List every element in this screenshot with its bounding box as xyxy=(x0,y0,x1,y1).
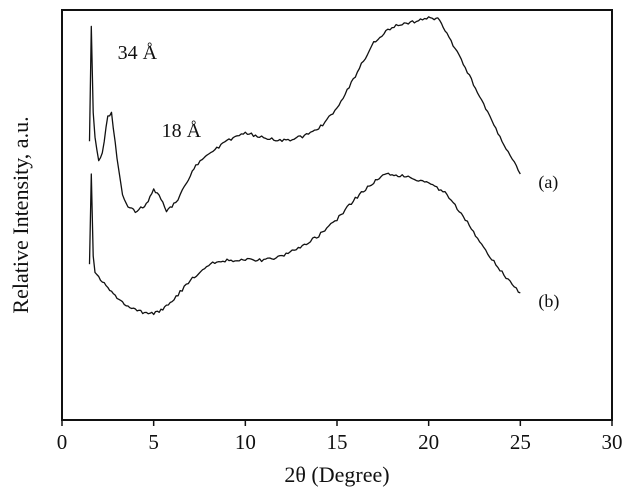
x-tick-label: 20 xyxy=(418,430,439,454)
y-axis-title: Relative Intensity, a.u. xyxy=(8,116,33,313)
series-line-0 xyxy=(88,16,521,214)
x-tick-label: 0 xyxy=(57,430,68,454)
x-tick-label: 15 xyxy=(327,430,348,454)
x-tick-label: 25 xyxy=(510,430,531,454)
series-group xyxy=(88,16,521,316)
series-label-0: (a) xyxy=(538,172,558,193)
x-tick-label: 30 xyxy=(602,430,623,454)
x-axis-ticks: 0 5 10 15 20 25 30 xyxy=(57,420,623,454)
peak-annotation-0: 34 Å xyxy=(118,42,158,64)
series-line-1 xyxy=(88,172,521,316)
peak-annotation-1: 18 Å xyxy=(162,120,202,142)
series-label-1: (b) xyxy=(538,291,559,312)
x-tick-label: 10 xyxy=(235,430,256,454)
x-axis-title: 2θ (Degree) xyxy=(284,462,389,487)
label-group: (a) (b) 34 Å 18 Å xyxy=(118,42,560,312)
plot-area-frame xyxy=(61,9,613,421)
x-tick-label: 5 xyxy=(148,430,159,454)
